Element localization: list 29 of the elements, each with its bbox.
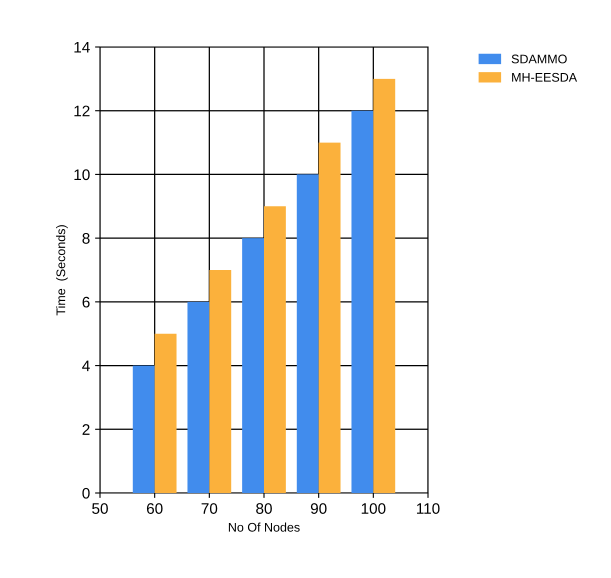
y-tick-label: 12 — [74, 106, 90, 116]
bar — [154, 334, 177, 493]
bar — [373, 78, 396, 493]
x-tick-label: 60 — [146, 503, 163, 514]
y-tick-label: 10 — [74, 169, 90, 180]
y-tick-label: 2 — [82, 424, 90, 435]
y-tick-label: 6 — [82, 296, 90, 308]
legend-label: MH-EESDA — [512, 72, 578, 82]
x-tick-label: 70 — [202, 503, 218, 514]
bar — [209, 270, 232, 493]
x-axis-title: No Of Nodes — [228, 522, 300, 532]
x-tick-label: 80 — [256, 503, 272, 514]
bar — [242, 238, 264, 493]
bar — [296, 174, 319, 493]
x-tick-label: 100 — [362, 503, 386, 514]
y-tick-label: 0 — [82, 488, 90, 499]
x-tick-label: 50 — [92, 503, 108, 514]
y-tick-label: 4 — [82, 360, 90, 372]
x-tick-label: 110 — [416, 503, 440, 514]
y-tick-label: 14 — [74, 42, 90, 53]
bar — [264, 206, 286, 493]
legend-label: SDAMMO — [512, 54, 567, 64]
x-tick-label: 90 — [310, 503, 327, 514]
bar — [318, 142, 341, 493]
bar — [132, 366, 155, 493]
bar — [187, 302, 210, 493]
y-axis-title: Time (Seconds) — [56, 225, 68, 316]
y-tick-label: 8 — [82, 233, 90, 244]
bar — [351, 110, 374, 493]
